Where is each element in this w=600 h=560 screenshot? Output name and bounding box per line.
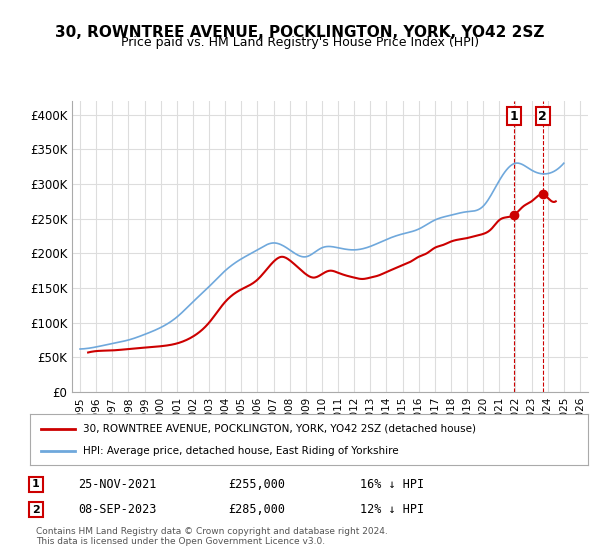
Text: HPI: Average price, detached house, East Riding of Yorkshire: HPI: Average price, detached house, East… — [83, 446, 398, 456]
Text: 30, ROWNTREE AVENUE, POCKLINGTON, YORK, YO42 2SZ: 30, ROWNTREE AVENUE, POCKLINGTON, YORK, … — [55, 25, 545, 40]
Text: 2: 2 — [538, 110, 547, 123]
Text: 2: 2 — [32, 505, 40, 515]
Text: 1: 1 — [32, 479, 40, 489]
Text: Price paid vs. HM Land Registry's House Price Index (HPI): Price paid vs. HM Land Registry's House … — [121, 36, 479, 49]
Text: 1: 1 — [509, 110, 518, 123]
Text: 12% ↓ HPI: 12% ↓ HPI — [360, 503, 424, 516]
Text: 30, ROWNTREE AVENUE, POCKLINGTON, YORK, YO42 2SZ (detached house): 30, ROWNTREE AVENUE, POCKLINGTON, YORK, … — [83, 423, 476, 433]
Text: £255,000: £255,000 — [228, 478, 285, 491]
Text: Contains HM Land Registry data © Crown copyright and database right 2024.
This d: Contains HM Land Registry data © Crown c… — [36, 526, 388, 546]
Text: £285,000: £285,000 — [228, 503, 285, 516]
Text: 25-NOV-2021: 25-NOV-2021 — [78, 478, 157, 491]
Text: 16% ↓ HPI: 16% ↓ HPI — [360, 478, 424, 491]
Text: 08-SEP-2023: 08-SEP-2023 — [78, 503, 157, 516]
